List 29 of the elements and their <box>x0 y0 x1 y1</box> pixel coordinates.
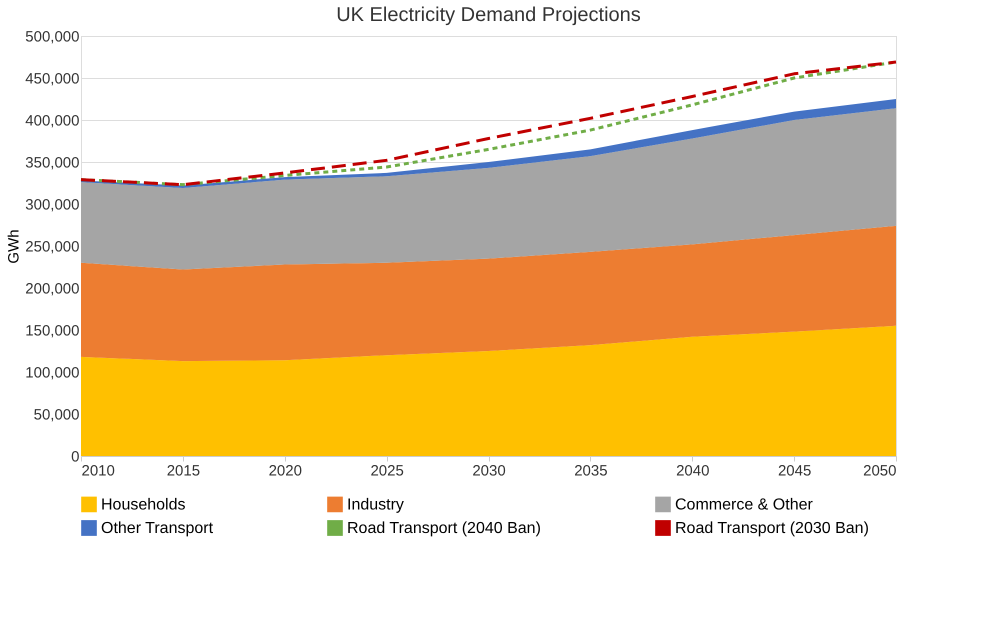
y-tick-label: 200,000 <box>25 280 80 298</box>
y-tick-label: 350,000 <box>25 154 80 172</box>
legend-label: Industry <box>347 496 404 514</box>
x-tick-label: 2030 <box>472 462 506 480</box>
y-tick-label: 300,000 <box>25 196 80 214</box>
y-tick-label: 250,000 <box>25 238 80 256</box>
legend-label: Road Transport (2040 Ban) <box>347 520 541 537</box>
x-tick-label: 2015 <box>166 462 200 480</box>
y-tick-label: 400,000 <box>25 112 80 130</box>
y-tick-label: 150,000 <box>25 322 80 340</box>
y-tick-label: 0 <box>71 448 80 466</box>
legend-label: Commerce & Other <box>675 496 814 514</box>
y-axis-title: GWh <box>5 229 22 264</box>
chart-title: UK Electricity Demand Projections <box>336 4 641 26</box>
y-tick-label: 450,000 <box>25 70 80 88</box>
legend-label: Other Transport <box>101 520 214 537</box>
legend-label: Households <box>101 496 186 514</box>
legend-label: Road Transport (2030 Ban) <box>675 520 869 537</box>
y-tick-label: 500,000 <box>25 28 80 46</box>
x-tick-label: 2040 <box>676 462 710 480</box>
y-tick-label: 50,000 <box>34 406 80 424</box>
x-tick-label: 2035 <box>574 462 608 480</box>
y-tick-label: 100,000 <box>25 364 80 382</box>
x-tick-label: 2050 <box>863 462 896 480</box>
x-tick-label: 2020 <box>268 462 302 480</box>
x-tick-label: 2025 <box>370 462 404 480</box>
x-tick-label: 2045 <box>778 462 812 480</box>
line-series <box>80 60 898 186</box>
x-tick-label: 2010 <box>82 462 115 480</box>
